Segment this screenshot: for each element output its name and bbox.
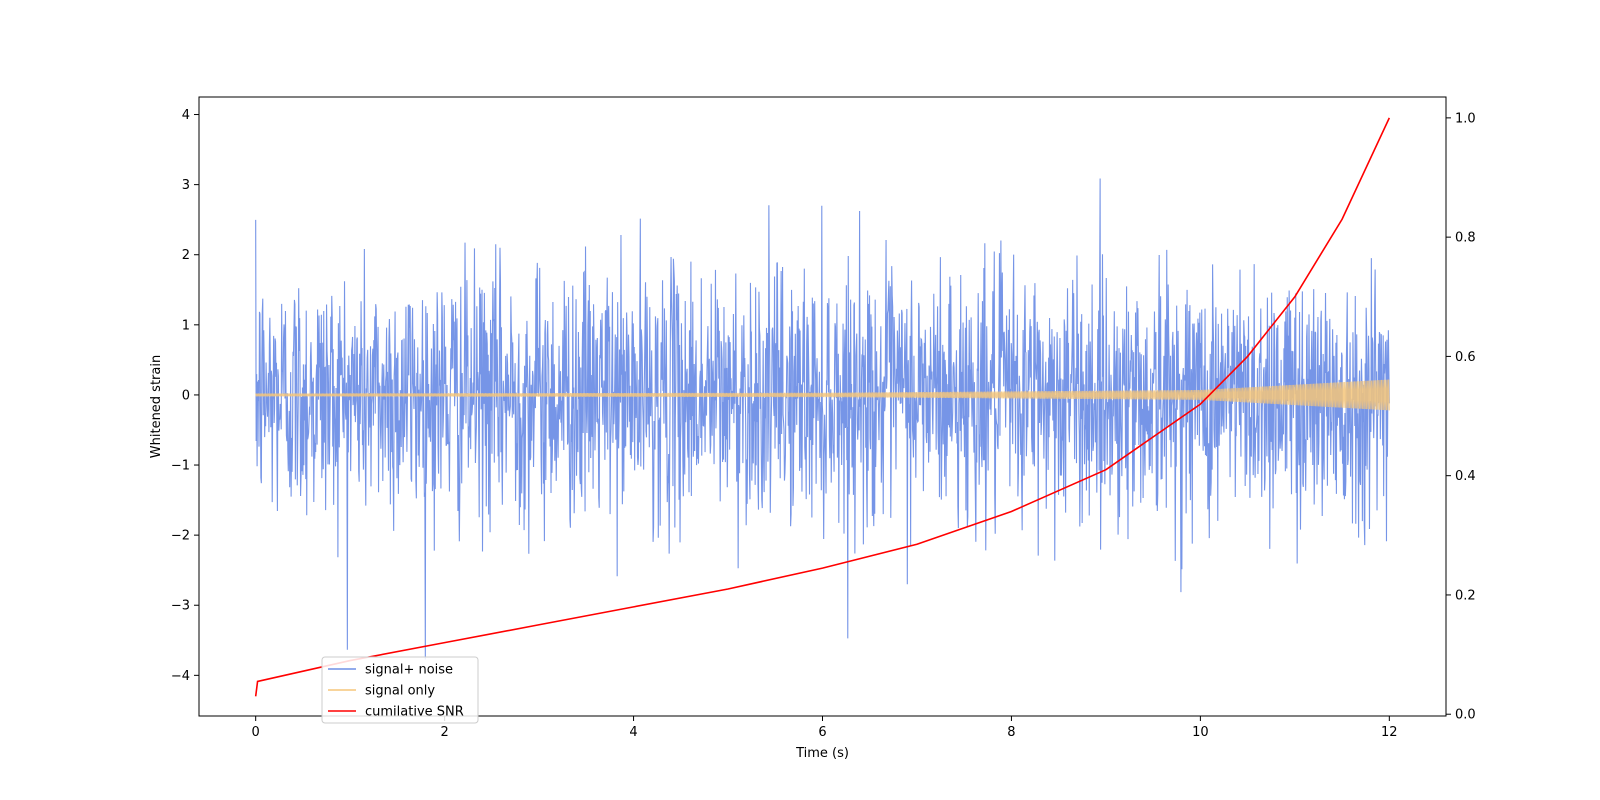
x-axis-ticks: 0 2 4 6 8 10 12: [252, 716, 1398, 740]
y2-axis-ticks: 0.0 0.2 0.4 0.6 0.8 1.0: [1446, 111, 1476, 723]
series-layer: [254, 117, 1391, 697]
legend-label: cumilative SNR: [365, 705, 464, 720]
y-tick-label: 0: [182, 388, 190, 403]
y2-tick-label: 0.4: [1455, 469, 1476, 484]
series-signal-noise-line: [255, 178, 1390, 660]
x-tick-label: 2: [440, 725, 448, 740]
x-tick-label: 10: [1192, 725, 1209, 740]
series-signal-only-line: [255, 379, 1390, 411]
y2-tick-label: 0.8: [1455, 231, 1476, 246]
series-cumulative-snr-line: [254, 117, 1391, 697]
y-tick-label: −3: [171, 599, 190, 614]
y-tick-label: 4: [182, 108, 190, 123]
x-axis-label: Time (s): [795, 746, 849, 761]
y-axis-label: Whitened strain: [149, 355, 164, 458]
y-tick-label: 2: [182, 248, 190, 263]
x-tick-label: 6: [818, 725, 826, 740]
y-tick-label: 1: [182, 318, 190, 333]
y-tick-label: −4: [171, 669, 190, 684]
x-tick-label: 4: [629, 725, 637, 740]
y-tick-label: 3: [182, 178, 190, 193]
legend-label: signal only: [365, 684, 435, 699]
legend: signal+ noise signal only cumilative SNR: [321, 656, 479, 724]
y2-tick-label: 0.0: [1455, 708, 1476, 723]
x-tick-label: 0: [252, 725, 260, 740]
x-tick-label: 8: [1007, 725, 1015, 740]
legend-label: signal+ noise: [365, 663, 453, 678]
legend-box: [321, 656, 479, 724]
y2-tick-label: 0.2: [1455, 588, 1476, 603]
y-axis-ticks: −4 −3 −2 −1 0 1 2 3 4: [171, 108, 199, 684]
y2-tick-label: 0.6: [1455, 350, 1476, 365]
x-tick-label: 12: [1381, 725, 1398, 740]
y-tick-label: −1: [171, 459, 190, 474]
y-tick-label: −2: [171, 529, 190, 544]
y2-tick-label: 1.0: [1455, 111, 1476, 126]
